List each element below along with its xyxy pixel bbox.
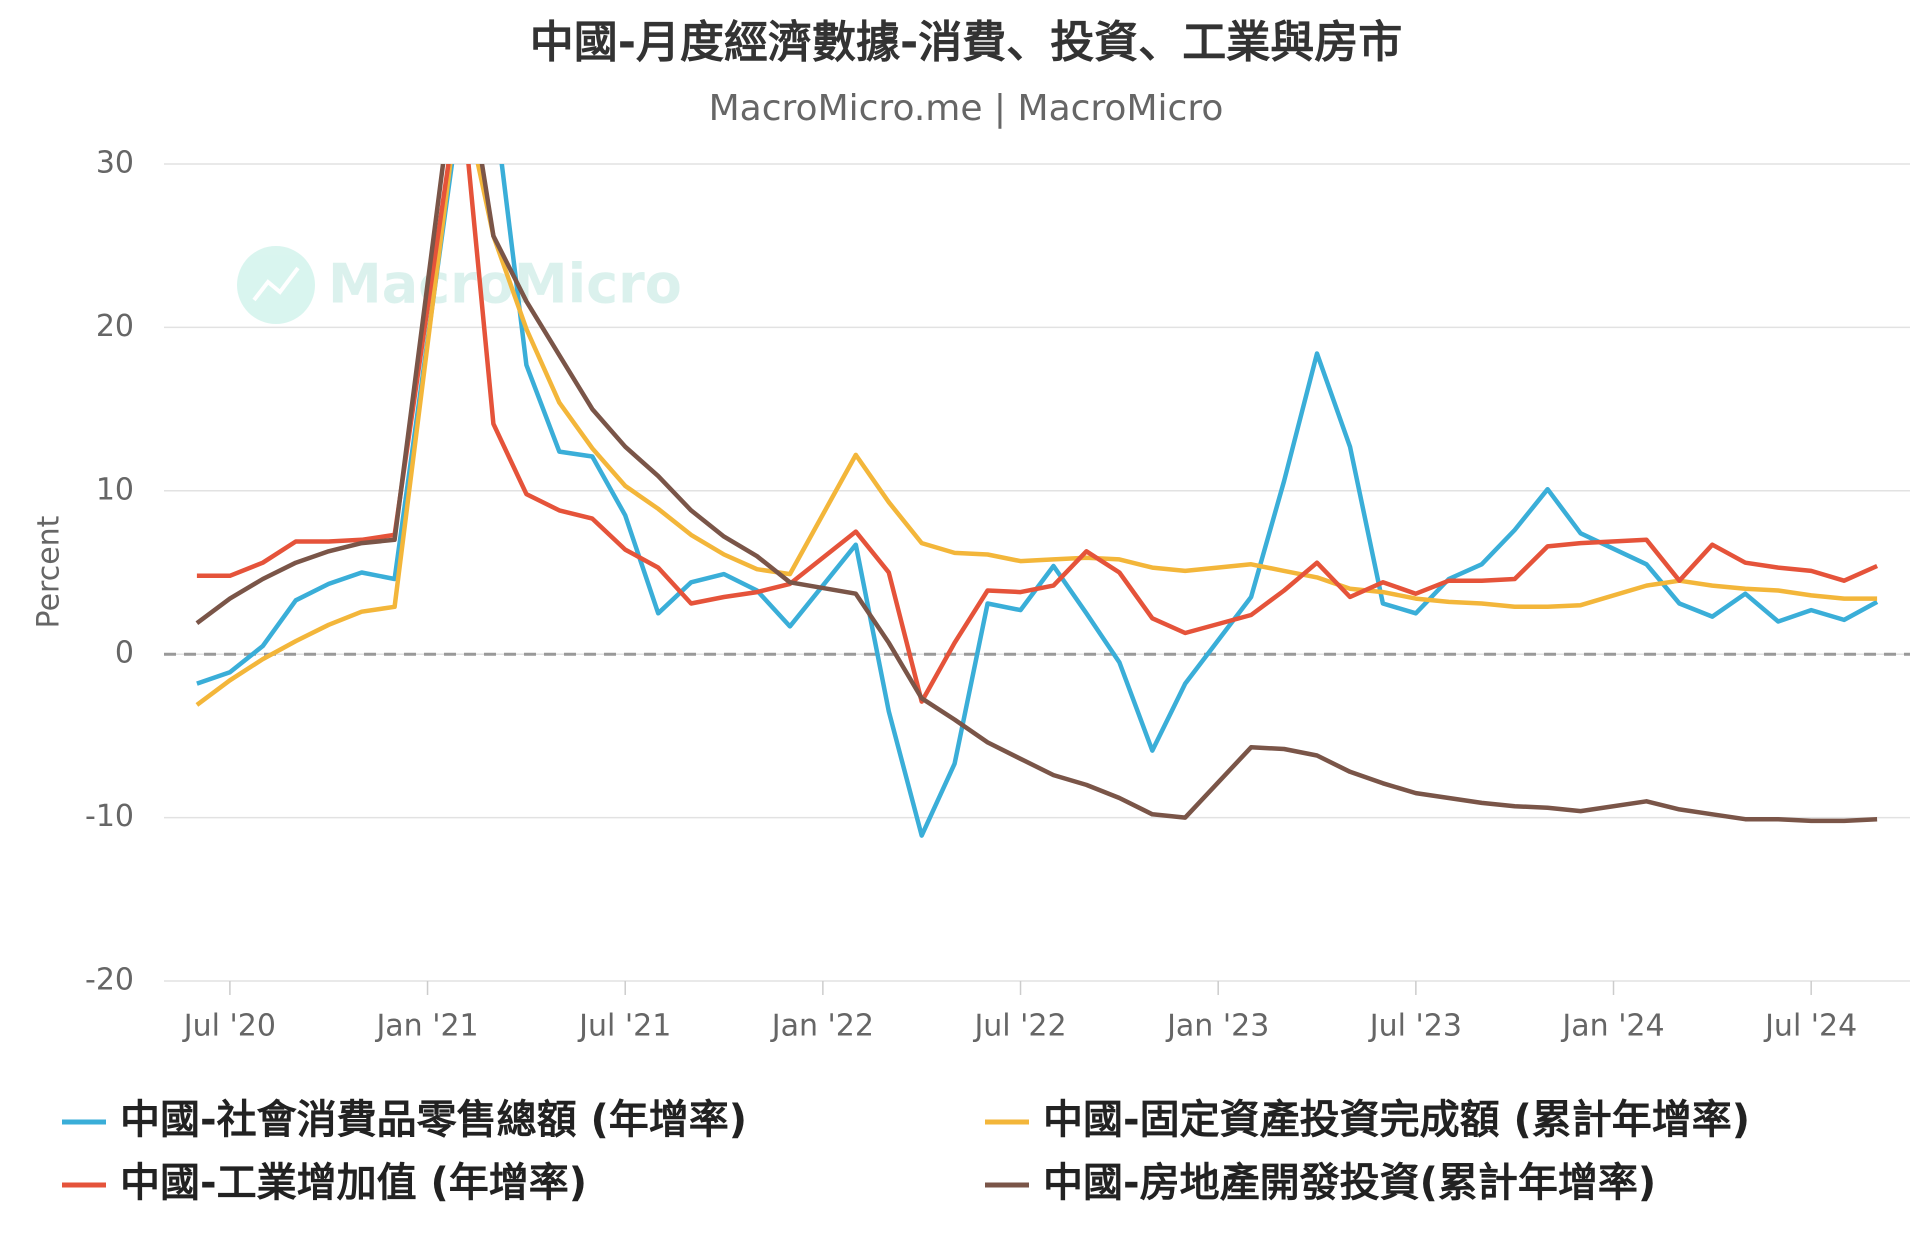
watermark-logo xyxy=(237,246,315,324)
y-axis-label: Percent xyxy=(32,515,67,628)
series-line xyxy=(196,164,1879,704)
x-tick-label: Jul '21 xyxy=(577,1009,671,1044)
y-tick-label: 30 xyxy=(96,146,134,181)
x-tick-label: Jan '21 xyxy=(374,1009,478,1044)
x-tick-label: Jan '22 xyxy=(770,1009,874,1044)
legend-label: 中國-房地產開發投資(累計年增率) xyxy=(1043,1160,1656,1206)
y-tick-label: 0 xyxy=(115,636,134,671)
x-tick-label: Jul '20 xyxy=(182,1009,276,1044)
chart-subtitle: MacroMicro.me | MacroMicro xyxy=(709,88,1224,129)
chart-title: 中國-月度經濟數據-消費、投資、工業與房市 xyxy=(530,17,1403,68)
y-tick-label: -20 xyxy=(85,963,134,998)
legend-label: 中國-固定資產投資完成額 (累計年增率) xyxy=(1043,1097,1750,1143)
legend-item: 中國-社會消費品零售總額 (年增率) xyxy=(62,1097,747,1143)
x-tick-label: Jul '24 xyxy=(1763,1009,1857,1044)
legend-item: 中國-固定資產投資完成額 (累計年增率) xyxy=(985,1097,1750,1143)
y-tick-label: 20 xyxy=(96,309,134,344)
legend-item: 中國-房地產開發投資(累計年增率) xyxy=(985,1160,1656,1206)
plot-area xyxy=(195,164,1879,838)
y-tick-label: 10 xyxy=(96,472,134,507)
series-line xyxy=(196,164,1879,838)
legend-label: 中國-社會消費品零售總額 (年增率) xyxy=(120,1097,747,1143)
legend-label: 中國-工業增加值 (年增率) xyxy=(120,1160,587,1206)
x-tick-label: Jan '24 xyxy=(1560,1009,1664,1044)
y-tick-label: -10 xyxy=(85,799,134,834)
x-tick-label: Jul '23 xyxy=(1368,1009,1462,1044)
x-tick-label: Jul '22 xyxy=(972,1009,1066,1044)
x-tick-label: Jan '23 xyxy=(1165,1009,1269,1044)
series-line xyxy=(195,164,1878,824)
legend-item: 中國-工業增加值 (年增率) xyxy=(62,1160,587,1206)
